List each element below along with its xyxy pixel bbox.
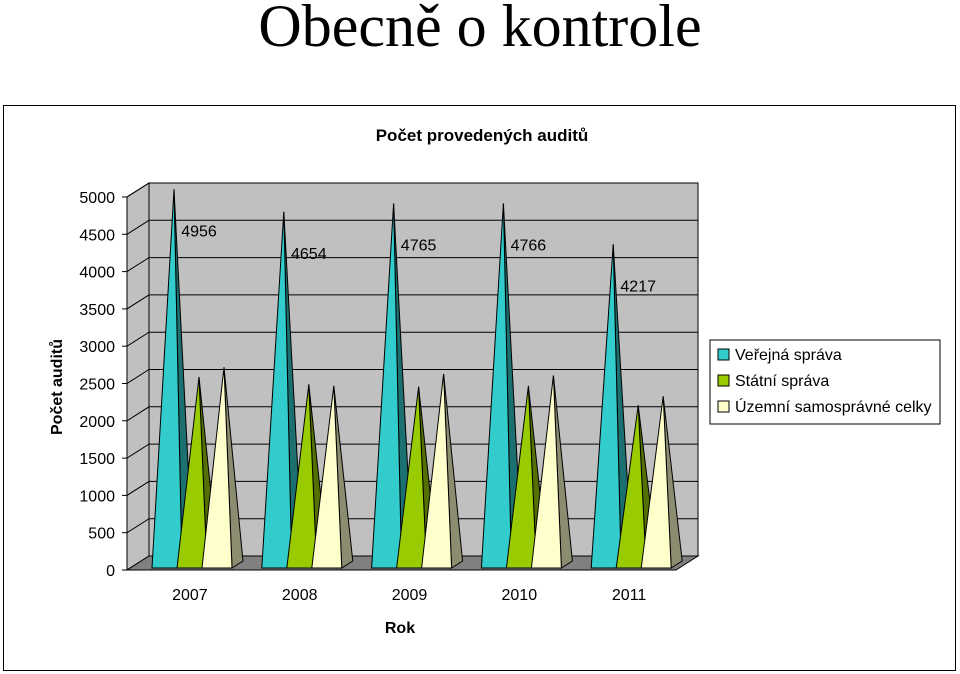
pyramid-Územní samosprávné celky-2009 [421,373,464,569]
y-tick-label: 3500 [79,302,115,319]
x-tick-label: 2010 [502,587,538,604]
pyramid-front-face [480,203,512,569]
data-label: 4217 [620,278,656,295]
pyramid-Územní samosprávné celky-2011 [640,396,683,569]
x-tick-label: 2011 [612,587,647,604]
y-tick-label: 1000 [79,488,115,505]
pyramid-front-face [505,385,537,569]
y-tick-label: 2500 [79,377,115,394]
chart-title: Počet provedených auditů [376,126,589,145]
legend-label: Územní samosprávné celky [735,397,932,416]
legend-label: Státní správa [735,373,829,390]
pyramid-front-face [421,373,453,569]
gridline [126,331,698,347]
pyramid-Územní samosprávné celky-2008 [311,385,354,569]
y-tick-label: 1500 [79,451,115,468]
pyramid-front-face [151,189,183,569]
gridline [126,369,698,384]
y-tick-label: 4500 [79,227,115,244]
legend: Veřejná správa Státní správa Územní samosp… [709,339,941,425]
gridline [126,257,698,273]
gridline [126,406,698,422]
pyramid-front-face [286,384,318,569]
x-tick-label: 2009 [392,587,428,604]
pyramid-front-face [371,203,403,569]
y-tick-label: 3000 [79,339,115,356]
pyramid-front-face [640,396,672,569]
y-tick-label: 500 [88,526,115,543]
legend-swatch [717,348,730,361]
pyramid-front-face [201,367,233,569]
pyramid-front-face [176,376,208,569]
gridline [126,182,698,198]
page-title: Obecně o kontrole [258,0,702,59]
pyramid-front-face [311,385,343,569]
pyramid-front-face [396,386,428,569]
gridline [126,294,698,310]
x-tick-label: 2008 [282,587,318,604]
data-label: 4654 [291,246,327,263]
y-tick-label: 2000 [79,414,115,431]
legend-box [709,339,941,425]
pyramid-front-face [590,244,622,569]
y-axis-title: Počet auditů [49,339,66,435]
pyramid-Územní samosprávné celky-2010 [530,375,573,569]
data-label: 4765 [401,238,437,255]
legend-swatch [717,374,730,387]
y-tick-label: 5000 [79,190,115,207]
legend-swatch [717,400,730,413]
chart-marks: 4956 4654 4765 4766 4217 [151,189,683,569]
pyramid-front-face [261,211,293,569]
y-tick-label: 4000 [79,265,115,282]
y-tick-label: 0 [106,563,115,580]
legend-label: Veřejná správa [735,347,842,364]
data-label: 4766 [511,237,547,254]
x-tick-label: 2007 [172,587,208,604]
pyramid-Územní samosprávné celky-2007 [201,367,244,569]
gridline [126,219,698,235]
pyramid-front-face [530,375,562,569]
x-axis-title: Rok [385,620,415,637]
pyramid-front-face [615,405,647,569]
data-label: 4956 [181,223,217,240]
